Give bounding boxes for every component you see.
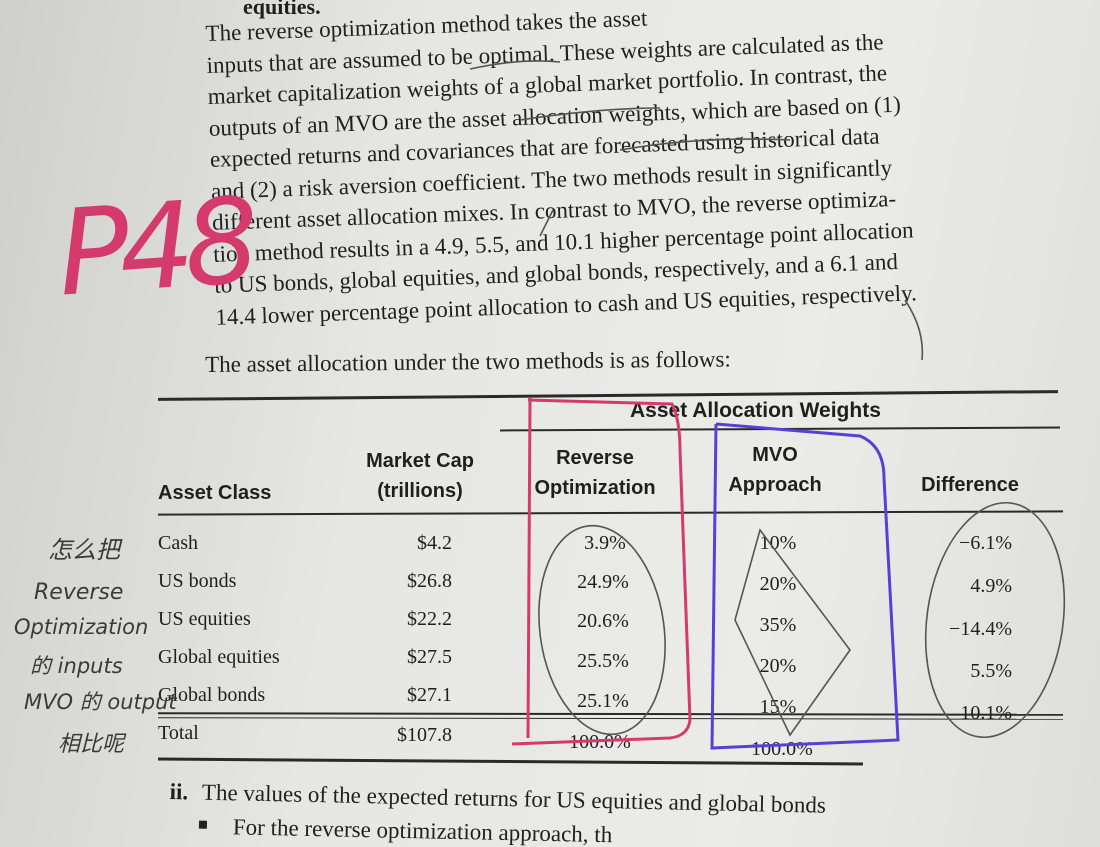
margin-note-line: Reverse [34,580,124,605]
footer-text: ii. The values of the expected returns f… [169,775,827,847]
table-intro-sentence: The asset allocation under the two metho… [205,346,731,377]
market-cap-value: $22.2 [407,608,452,630]
column-header-market-cap: Market Cap (trillions) [355,446,485,506]
bullet-icon [198,820,208,829]
reverse-value: 3.9% [584,532,626,554]
mvo-value: 35% [759,614,797,636]
difference-value: −6.1% [959,532,1012,554]
column-header-line: Optimization [534,477,656,499]
difference-value: 10.1% [960,702,1012,724]
column-header-line: Approach [728,474,822,496]
column-header-reverse: Reverse Optimization [520,443,670,503]
asset-name: Global equities [158,646,280,668]
mvo-value: 10% [759,532,797,554]
total-market-cap: $107.8 [397,724,452,746]
mvo-value: 20% [759,655,797,677]
handwritten-page-note: P48 [53,171,254,323]
reverse-value: 25.5% [577,650,629,672]
market-cap-value: $26.8 [407,570,452,592]
mvo-value: 20% [759,573,797,595]
mvo-value: 15% [759,696,797,718]
margin-note-line: MVO 的 output [24,690,177,714]
column-header-mvo: MVO Approach [710,440,840,500]
column-header-difference: Difference [921,474,1019,496]
total-mvo: 100.0% [751,738,813,760]
asset-name: US bonds [158,570,237,592]
column-header-line: Market Cap [366,450,474,472]
market-cap-value: $27.1 [407,684,452,706]
pencil-bracket [904,299,924,361]
group-header-rule [499,426,1061,432]
difference-value: 4.9% [970,575,1012,597]
asset-name: US equities [158,608,251,630]
reverse-value: 20.6% [577,610,629,632]
heading-fragment: equities. [243,0,321,19]
item-marker: ii. [169,778,189,805]
asset-name: Global bonds [158,684,266,706]
margin-note-line: Optimization [14,615,149,639]
header-bottom-rule [157,510,1064,516]
column-header-line: MVO [752,444,798,466]
difference-value: −14.4% [949,618,1012,640]
bullet-text: For the reverse optimization approach, t… [232,814,613,847]
margin-note-line: 相比呢 [58,732,125,757]
margin-note-line: 怎么把 [48,536,120,564]
margin-note-line: 的 inputs [30,654,123,678]
column-header-line: (trillions) [377,480,463,502]
reverse-value: 25.1% [577,690,629,712]
table-top-rule [158,390,1058,401]
reverse-value: 24.9% [577,571,629,593]
asset-name: Cash [158,532,198,554]
paragraph: The reverse optimization method takes th… [205,0,1100,333]
difference-value: 5.5% [970,660,1012,682]
column-header-line: Reverse [556,447,634,469]
column-header-asset-class: Asset Class [158,482,272,504]
market-cap-value: $27.5 [407,646,452,668]
total-label: Total [158,722,199,744]
total-reverse: 100.0% [569,731,631,753]
market-cap-value: $4.2 [417,532,452,554]
group-header: Asset Allocation Weights [630,399,881,422]
